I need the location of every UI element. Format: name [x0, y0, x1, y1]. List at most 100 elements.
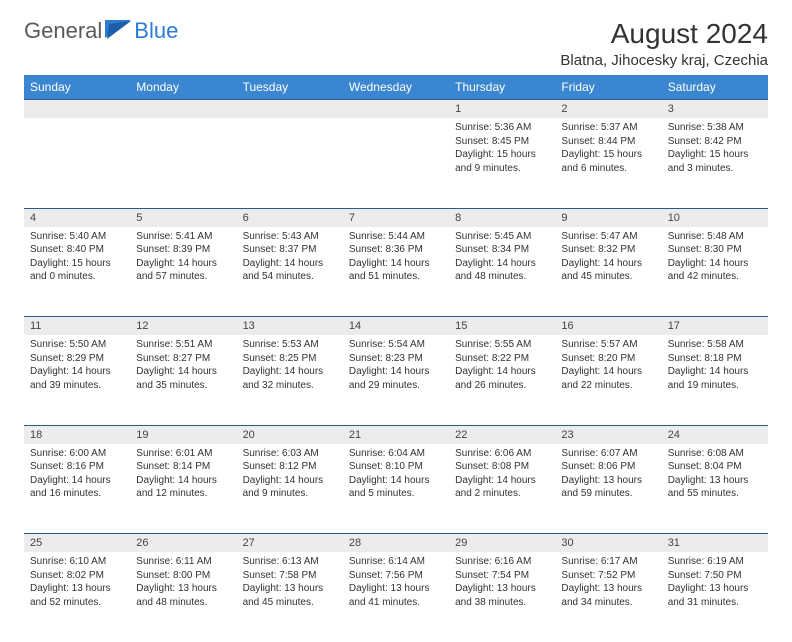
logo-text-blue: Blue	[134, 18, 178, 44]
sunrise-text: Sunrise: 6:19 AM	[668, 555, 762, 569]
sunrise-text: Sunrise: 6:13 AM	[243, 555, 337, 569]
sunset-text: Sunset: 8:23 PM	[349, 352, 443, 366]
day-number-cell: 27	[237, 534, 343, 553]
sunset-text: Sunset: 8:02 PM	[30, 569, 124, 583]
day-number-cell	[130, 100, 236, 119]
sunrise-text: Sunrise: 6:10 AM	[30, 555, 124, 569]
sunrise-text: Sunrise: 5:41 AM	[136, 230, 230, 244]
daylight-text-2: and 45 minutes.	[243, 596, 337, 610]
sunrise-text: Sunrise: 6:03 AM	[243, 447, 337, 461]
day-data-row: Sunrise: 5:36 AMSunset: 8:45 PMDaylight:…	[24, 118, 768, 208]
daylight-text-2: and 22 minutes.	[561, 379, 655, 393]
day-number-row: 123	[24, 100, 768, 119]
daylight-text-1: Daylight: 14 hours	[349, 365, 443, 379]
sunset-text: Sunset: 8:16 PM	[30, 460, 124, 474]
weekday-header: Sunday	[24, 75, 130, 100]
sunset-text: Sunset: 8:12 PM	[243, 460, 337, 474]
day-data-cell	[24, 118, 130, 208]
sunrise-text: Sunrise: 5:53 AM	[243, 338, 337, 352]
day-data-cell: Sunrise: 6:03 AMSunset: 8:12 PMDaylight:…	[237, 444, 343, 534]
sunrise-text: Sunrise: 6:06 AM	[455, 447, 549, 461]
sunset-text: Sunset: 7:52 PM	[561, 569, 655, 583]
sunset-text: Sunset: 8:00 PM	[136, 569, 230, 583]
logo-text-general: General	[24, 18, 102, 44]
day-data-cell	[237, 118, 343, 208]
weekday-header: Monday	[130, 75, 236, 100]
day-number-row: 11121314151617	[24, 317, 768, 336]
day-data-cell: Sunrise: 6:11 AMSunset: 8:00 PMDaylight:…	[130, 552, 236, 642]
day-data-cell	[130, 118, 236, 208]
sunset-text: Sunset: 8:14 PM	[136, 460, 230, 474]
day-number-cell: 13	[237, 317, 343, 336]
weekday-header: Wednesday	[343, 75, 449, 100]
daylight-text-2: and 26 minutes.	[455, 379, 549, 393]
sunrise-text: Sunrise: 6:14 AM	[349, 555, 443, 569]
day-data-cell: Sunrise: 6:19 AMSunset: 7:50 PMDaylight:…	[662, 552, 768, 642]
sunset-text: Sunset: 8:32 PM	[561, 243, 655, 257]
day-data-cell: Sunrise: 5:57 AMSunset: 8:20 PMDaylight:…	[555, 335, 661, 425]
day-number-cell	[24, 100, 130, 119]
day-number-cell: 25	[24, 534, 130, 553]
daylight-text-2: and 3 minutes.	[668, 162, 762, 176]
daylight-text-2: and 9 minutes.	[455, 162, 549, 176]
day-data-cell: Sunrise: 5:40 AMSunset: 8:40 PMDaylight:…	[24, 227, 130, 317]
daylight-text-2: and 31 minutes.	[668, 596, 762, 610]
sunrise-text: Sunrise: 5:44 AM	[349, 230, 443, 244]
day-data-cell: Sunrise: 5:38 AMSunset: 8:42 PMDaylight:…	[662, 118, 768, 208]
day-number-cell: 16	[555, 317, 661, 336]
daylight-text-1: Daylight: 14 hours	[668, 257, 762, 271]
sunrise-text: Sunrise: 6:17 AM	[561, 555, 655, 569]
daylight-text-2: and 54 minutes.	[243, 270, 337, 284]
month-title: August 2024	[560, 18, 768, 50]
header: General Blue August 2024 Blatna, Jihoces…	[24, 18, 768, 69]
sunrise-text: Sunrise: 6:11 AM	[136, 555, 230, 569]
daylight-text-1: Daylight: 14 hours	[243, 365, 337, 379]
logo: General Blue	[24, 18, 178, 44]
daylight-text-2: and 48 minutes.	[455, 270, 549, 284]
day-number-cell: 24	[662, 425, 768, 444]
daylight-text-2: and 48 minutes.	[136, 596, 230, 610]
daylight-text-1: Daylight: 14 hours	[243, 474, 337, 488]
sunrise-text: Sunrise: 5:37 AM	[561, 121, 655, 135]
day-data-cell: Sunrise: 6:06 AMSunset: 8:08 PMDaylight:…	[449, 444, 555, 534]
daylight-text-1: Daylight: 13 hours	[668, 582, 762, 596]
sunset-text: Sunset: 8:25 PM	[243, 352, 337, 366]
sunrise-text: Sunrise: 6:00 AM	[30, 447, 124, 461]
day-number-cell: 15	[449, 317, 555, 336]
daylight-text-1: Daylight: 13 hours	[30, 582, 124, 596]
daylight-text-2: and 51 minutes.	[349, 270, 443, 284]
day-data-cell: Sunrise: 5:51 AMSunset: 8:27 PMDaylight:…	[130, 335, 236, 425]
day-number-cell: 21	[343, 425, 449, 444]
daylight-text-1: Daylight: 14 hours	[30, 474, 124, 488]
sunset-text: Sunset: 7:54 PM	[455, 569, 549, 583]
sunrise-text: Sunrise: 6:01 AM	[136, 447, 230, 461]
daylight-text-1: Daylight: 14 hours	[455, 474, 549, 488]
sunset-text: Sunset: 8:04 PM	[668, 460, 762, 474]
day-data-cell: Sunrise: 5:53 AMSunset: 8:25 PMDaylight:…	[237, 335, 343, 425]
day-data-row: Sunrise: 5:50 AMSunset: 8:29 PMDaylight:…	[24, 335, 768, 425]
sunset-text: Sunset: 8:20 PM	[561, 352, 655, 366]
daylight-text-1: Daylight: 14 hours	[455, 365, 549, 379]
day-data-row: Sunrise: 6:00 AMSunset: 8:16 PMDaylight:…	[24, 444, 768, 534]
daylight-text-2: and 12 minutes.	[136, 487, 230, 501]
day-number-cell: 31	[662, 534, 768, 553]
daylight-text-2: and 19 minutes.	[668, 379, 762, 393]
day-data-cell: Sunrise: 6:07 AMSunset: 8:06 PMDaylight:…	[555, 444, 661, 534]
day-number-cell	[343, 100, 449, 119]
weekday-header-row: Sunday Monday Tuesday Wednesday Thursday…	[24, 75, 768, 100]
sunrise-text: Sunrise: 6:08 AM	[668, 447, 762, 461]
sunrise-text: Sunrise: 5:47 AM	[561, 230, 655, 244]
sunrise-text: Sunrise: 6:04 AM	[349, 447, 443, 461]
day-data-cell: Sunrise: 6:08 AMSunset: 8:04 PMDaylight:…	[662, 444, 768, 534]
day-data-cell: Sunrise: 5:44 AMSunset: 8:36 PMDaylight:…	[343, 227, 449, 317]
weekday-header: Thursday	[449, 75, 555, 100]
sunset-text: Sunset: 7:50 PM	[668, 569, 762, 583]
day-data-cell: Sunrise: 5:45 AMSunset: 8:34 PMDaylight:…	[449, 227, 555, 317]
daylight-text-1: Daylight: 15 hours	[30, 257, 124, 271]
daylight-text-2: and 57 minutes.	[136, 270, 230, 284]
weekday-header: Tuesday	[237, 75, 343, 100]
daylight-text-2: and 2 minutes.	[455, 487, 549, 501]
sunset-text: Sunset: 7:56 PM	[349, 569, 443, 583]
daylight-text-1: Daylight: 13 hours	[136, 582, 230, 596]
day-data-cell: Sunrise: 5:43 AMSunset: 8:37 PMDaylight:…	[237, 227, 343, 317]
